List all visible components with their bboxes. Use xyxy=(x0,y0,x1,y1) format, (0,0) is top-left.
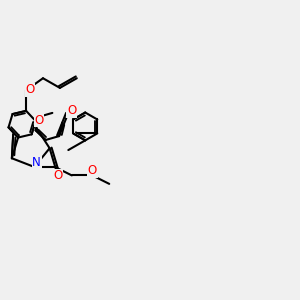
Text: O: O xyxy=(67,104,76,117)
Text: O: O xyxy=(26,83,35,96)
Text: O: O xyxy=(53,169,63,182)
Text: N: N xyxy=(32,156,41,169)
Text: O: O xyxy=(34,114,44,127)
Text: O: O xyxy=(88,164,97,177)
